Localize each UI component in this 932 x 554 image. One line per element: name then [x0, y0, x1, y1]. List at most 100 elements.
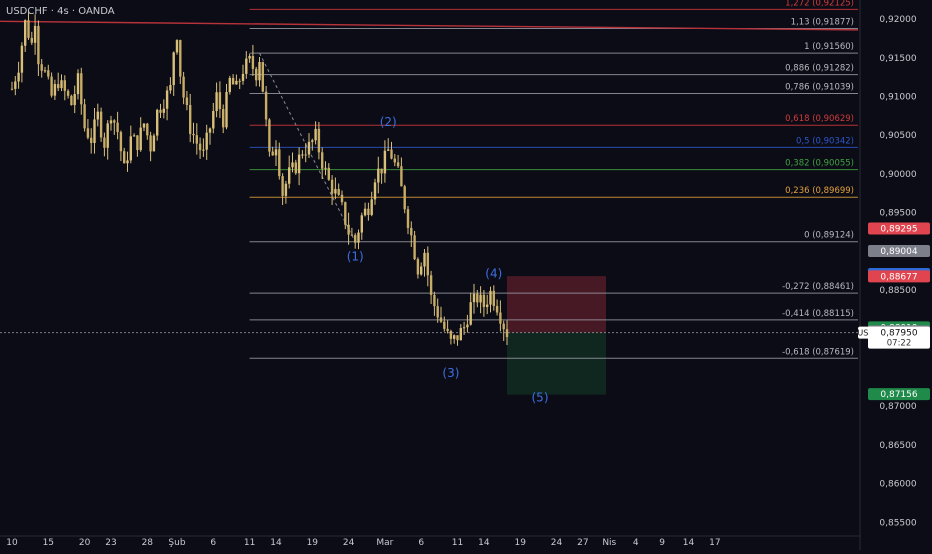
- candle-body: [492, 290, 495, 306]
- x-tick-label: 9: [659, 538, 665, 548]
- candle-body: [185, 97, 189, 106]
- candle-body: [443, 321, 446, 329]
- candle-body: [436, 306, 439, 318]
- candle-body: [235, 80, 238, 85]
- candle-body: [380, 168, 383, 174]
- candle-body: [123, 151, 126, 164]
- candle-body: [228, 77, 231, 92]
- candle-body: [70, 95, 73, 106]
- candle-body: [281, 176, 284, 196]
- candle-body: [60, 80, 63, 89]
- y-tick-label: 0,91000: [879, 92, 916, 102]
- candle-body: [47, 70, 50, 77]
- candle-body: [152, 135, 156, 152]
- y-tick-label: 0,91500: [879, 54, 916, 64]
- x-tick-label: 15: [43, 538, 54, 548]
- candle-body: [413, 235, 416, 260]
- candle-body: [109, 120, 113, 124]
- candle-body: [238, 80, 241, 82]
- candle-body: [274, 149, 278, 156]
- candle-body: [50, 76, 53, 96]
- candle-body: [241, 73, 245, 81]
- fib-level-label: 0,236 (0,89699): [785, 186, 854, 196]
- x-tick-label: 28: [142, 538, 154, 548]
- candle-body: [139, 127, 142, 151]
- candle-body: [268, 119, 271, 152]
- candle-body: [324, 167, 327, 169]
- wave-label[interactable]: (1): [347, 250, 364, 264]
- candle-body: [251, 56, 255, 69]
- candle-body: [159, 109, 162, 113]
- x-tick-label: 19: [514, 538, 526, 548]
- resistance-line[interactable]: [0, 20, 859, 31]
- candle-body: [288, 167, 291, 184]
- candle-body: [472, 293, 476, 303]
- candle-body: [255, 68, 258, 81]
- stop-loss-zone[interactable]: [507, 276, 606, 333]
- candle-body: [505, 329, 509, 338]
- price-badge: [868, 388, 930, 401]
- candle-body: [76, 73, 80, 95]
- price-badge-text: 0,89295: [880, 225, 917, 235]
- candle-body: [327, 167, 330, 180]
- candle-body: [169, 85, 172, 91]
- candle-body: [103, 137, 106, 148]
- candle-body: [486, 304, 489, 308]
- candle-body: [459, 328, 462, 341]
- candle-body: [426, 252, 429, 276]
- candle-body: [86, 128, 90, 138]
- take-profit-zone[interactable]: [507, 332, 606, 395]
- candle-body: [212, 111, 215, 129]
- candle-body: [383, 150, 387, 174]
- wave-label[interactable]: (2): [380, 115, 397, 129]
- y-tick-label: 0,90500: [879, 131, 916, 141]
- x-tick-label: 19: [307, 538, 319, 548]
- candle-body: [439, 317, 443, 322]
- wave-label[interactable]: (4): [485, 267, 502, 281]
- y-tick-label: 0,89500: [879, 209, 916, 219]
- candle-body: [222, 109, 225, 128]
- candle-body: [33, 25, 37, 43]
- wave-label[interactable]: (5): [532, 391, 549, 405]
- candle-body: [83, 104, 86, 129]
- candle-body: [73, 94, 76, 106]
- candle-body: [482, 294, 486, 308]
- y-tick-label: 0,85500: [879, 518, 916, 528]
- candle-body: [416, 259, 420, 275]
- candle-body: [132, 135, 136, 137]
- candle-body: [357, 232, 360, 243]
- candle-body: [363, 208, 367, 216]
- candle-body: [195, 135, 198, 144]
- candle-body: [90, 137, 93, 143]
- candle-body: [136, 135, 139, 151]
- candle-body: [453, 335, 456, 339]
- wave-label[interactable]: (3): [442, 366, 459, 380]
- candle-body: [245, 58, 248, 74]
- candle-body: [297, 154, 301, 174]
- candle-body: [80, 73, 83, 105]
- candle-body: [291, 162, 294, 168]
- y-tick-label: 0,86000: [879, 480, 916, 490]
- candle-body: [393, 158, 396, 163]
- fib-level-label: 1,272 (0,92125): [785, 0, 854, 8]
- x-tick-label: 27: [577, 538, 588, 548]
- fib-anchor-line[interactable]: [259, 52, 356, 242]
- x-tick-label: 14: [270, 538, 282, 548]
- x-tick-label: 11: [244, 538, 255, 548]
- candle-body: [106, 123, 109, 148]
- candle-body: [175, 40, 179, 53]
- candle-body: [390, 149, 393, 159]
- x-tick-label: Mar: [376, 538, 393, 548]
- candle-body: [350, 234, 354, 236]
- candle-body: [456, 335, 459, 341]
- candle-body: [410, 227, 413, 236]
- candle-body: [165, 90, 169, 109]
- candle-body: [156, 109, 159, 136]
- candle-body: [96, 111, 99, 120]
- candle-body: [116, 122, 119, 133]
- x-tick-label: 6: [418, 538, 424, 548]
- candle-body: [479, 294, 482, 303]
- x-tick-label: 23: [105, 538, 116, 548]
